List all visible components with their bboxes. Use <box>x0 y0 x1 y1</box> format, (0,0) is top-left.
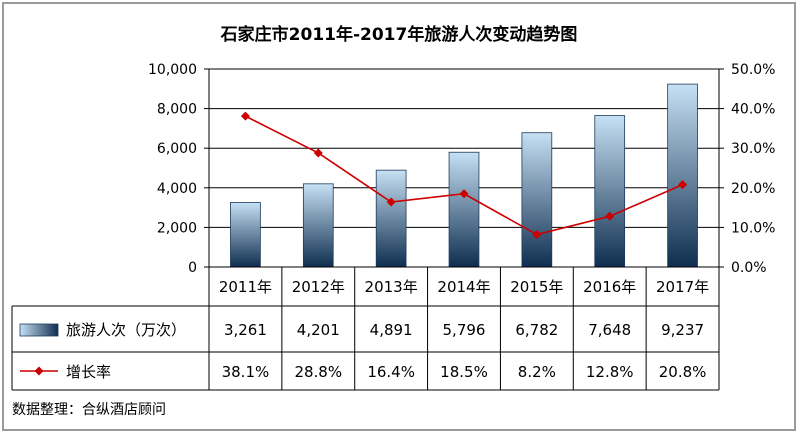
source-note: 数据整理：合纵酒店顾问 <box>12 402 166 418</box>
y-left-tick-label: 0 <box>188 260 197 276</box>
data-table: 2011年 2012年 2013年 2014年 2015年 2016年 2017年旅游人次（… <box>11 266 720 391</box>
chart-frame: 石家庄市2011年-2017年旅游人次变动趋势图 0 2,000 4,000 6,00… <box>2 2 796 431</box>
category-label: 2014年 <box>437 278 490 296</box>
y-right-tick-label: 20.0% <box>731 181 775 197</box>
chart-title: 石家庄市2011年-2017年旅游人次变动趋势图 <box>220 24 578 45</box>
y-left-tick-label: 8,000 <box>157 102 197 118</box>
line-value-label: 12.8% <box>586 363 634 381</box>
category-label: 2016年 <box>583 278 636 296</box>
axes: 0 2,000 4,000 6,000 8,000 10,000 0.0% 10.0% 20.0… <box>148 62 775 276</box>
y-left-tick-label: 2,000 <box>157 220 197 236</box>
line-point <box>240 111 250 121</box>
line-value-label: 18.5% <box>440 363 488 381</box>
legend-bar-swatch <box>19 323 59 337</box>
bar <box>302 183 334 268</box>
line-value-label: 16.4% <box>367 363 415 381</box>
category-label: 2015年 <box>510 278 563 296</box>
y-left-tick-label: 10,000 <box>148 62 197 78</box>
bar-value-label: 6,782 <box>515 321 558 339</box>
category-label: 2017年 <box>656 278 709 296</box>
line-point <box>386 197 396 207</box>
legend-bar-label: 旅游人次（万次） <box>66 321 186 339</box>
y-right-tick-label: 10.0% <box>731 220 775 236</box>
line-series <box>240 111 688 240</box>
gridlines <box>209 68 719 228</box>
line-point <box>678 180 688 190</box>
y-right-tick-label: 30.0% <box>731 141 775 157</box>
category-label: 2011年 <box>219 278 272 296</box>
bar <box>594 115 626 268</box>
line-point <box>605 211 615 221</box>
bar-value-label: 9,237 <box>661 321 704 339</box>
bar-value-label: 4,201 <box>297 321 340 339</box>
y-right-tick-label: 0.0% <box>731 260 767 276</box>
line-value-label: 20.8% <box>659 363 707 381</box>
category-label: 2013年 <box>365 278 418 296</box>
chart-svg: 石家庄市2011年-2017年旅游人次变动趋势图 0 2,000 4,000 6,00… <box>11 24 775 418</box>
bar <box>448 151 480 268</box>
line-point <box>313 148 323 158</box>
bar <box>667 83 698 268</box>
line-value-label: 8.2% <box>518 363 556 381</box>
y-right-tick-label: 50.0% <box>731 62 775 78</box>
line-value-label: 28.8% <box>294 363 342 381</box>
bar <box>375 169 407 268</box>
line-point <box>459 189 469 199</box>
line-value-label: 38.1% <box>222 363 270 381</box>
y-right-tick-label: 40.0% <box>731 102 775 118</box>
bar <box>521 132 553 268</box>
line-point <box>532 230 542 240</box>
bar-value-label: 5,796 <box>443 321 486 339</box>
bar-value-label: 3,261 <box>224 321 267 339</box>
legend-line-marker <box>34 366 44 376</box>
category-label: 2012年 <box>292 278 345 296</box>
bar <box>230 202 261 268</box>
bar-series <box>230 83 698 268</box>
bar-value-label: 4,891 <box>370 321 413 339</box>
y-left-tick-label: 4,000 <box>157 181 197 197</box>
bar-value-label: 7,648 <box>588 321 631 339</box>
y-left-tick-label: 6,000 <box>157 141 197 157</box>
legend-line-label: 增长率 <box>66 363 111 381</box>
